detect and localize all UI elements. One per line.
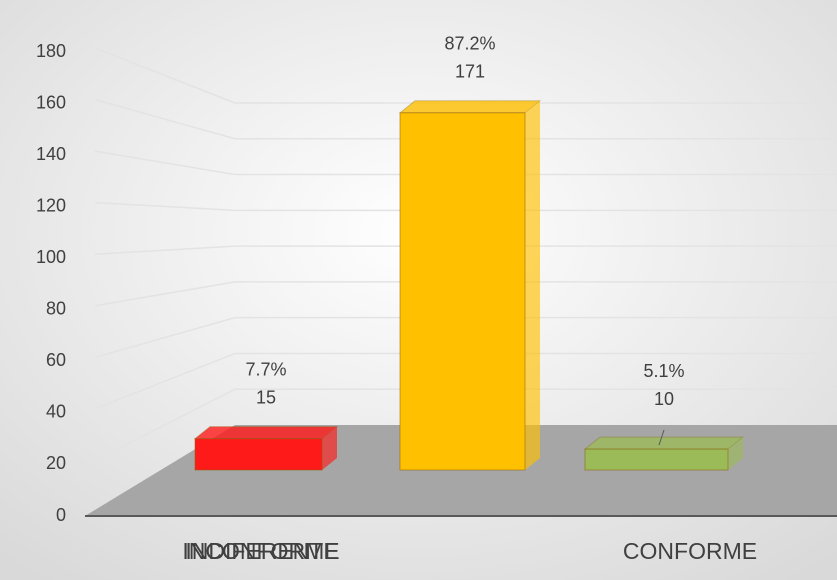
grid-line — [94, 201, 837, 212]
x-tick-label: INCONFORME — [182, 538, 339, 564]
bar — [584, 448, 729, 471]
bar-top — [193, 426, 339, 440]
y-tick-label: 140 — [36, 144, 66, 164]
grid-line — [94, 150, 837, 176]
bar-top — [583, 436, 745, 450]
bar-side — [525, 100, 540, 471]
grid-line — [94, 352, 837, 410]
y-tick-label: 60 — [46, 350, 66, 370]
grid-line — [94, 316, 837, 359]
bar — [399, 112, 526, 471]
grid-line — [94, 281, 837, 307]
x-tick-label: INDIFERENTE — [185, 538, 338, 564]
grid-line — [94, 388, 837, 462]
grid-line — [94, 98, 837, 140]
percentage-label: 87.2% — [444, 34, 495, 54]
percentage-label: 5.1% — [643, 361, 684, 381]
bar-side — [728, 437, 743, 470]
percentage-label: 7.7% — [245, 359, 286, 379]
y-tick-label: 180 — [36, 41, 66, 61]
y-tick-label: 80 — [46, 299, 66, 319]
y-tick-label: 120 — [36, 195, 66, 215]
y-tick-label: 0 — [56, 505, 66, 525]
bar — [194, 438, 323, 471]
grid-line — [94, 245, 837, 255]
value-label: 10 — [654, 389, 674, 409]
y-tick-label: 160 — [36, 92, 66, 112]
y-tick-label: 100 — [36, 247, 66, 267]
grid-line — [94, 47, 837, 104]
x-tick-label: CONFORME — [623, 538, 757, 564]
value-label: 171 — [455, 62, 485, 82]
value-label: 15 — [256, 387, 276, 407]
bar-side — [322, 426, 337, 470]
y-tick-label: 40 — [46, 402, 66, 422]
leader-line — [658, 429, 665, 446]
bar-top — [398, 100, 542, 114]
y-tick-label: 20 — [46, 453, 66, 473]
